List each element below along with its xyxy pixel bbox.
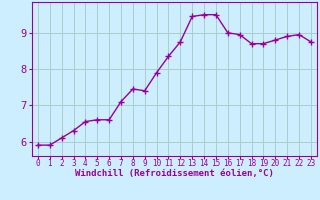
- X-axis label: Windchill (Refroidissement éolien,°C): Windchill (Refroidissement éolien,°C): [75, 169, 274, 178]
